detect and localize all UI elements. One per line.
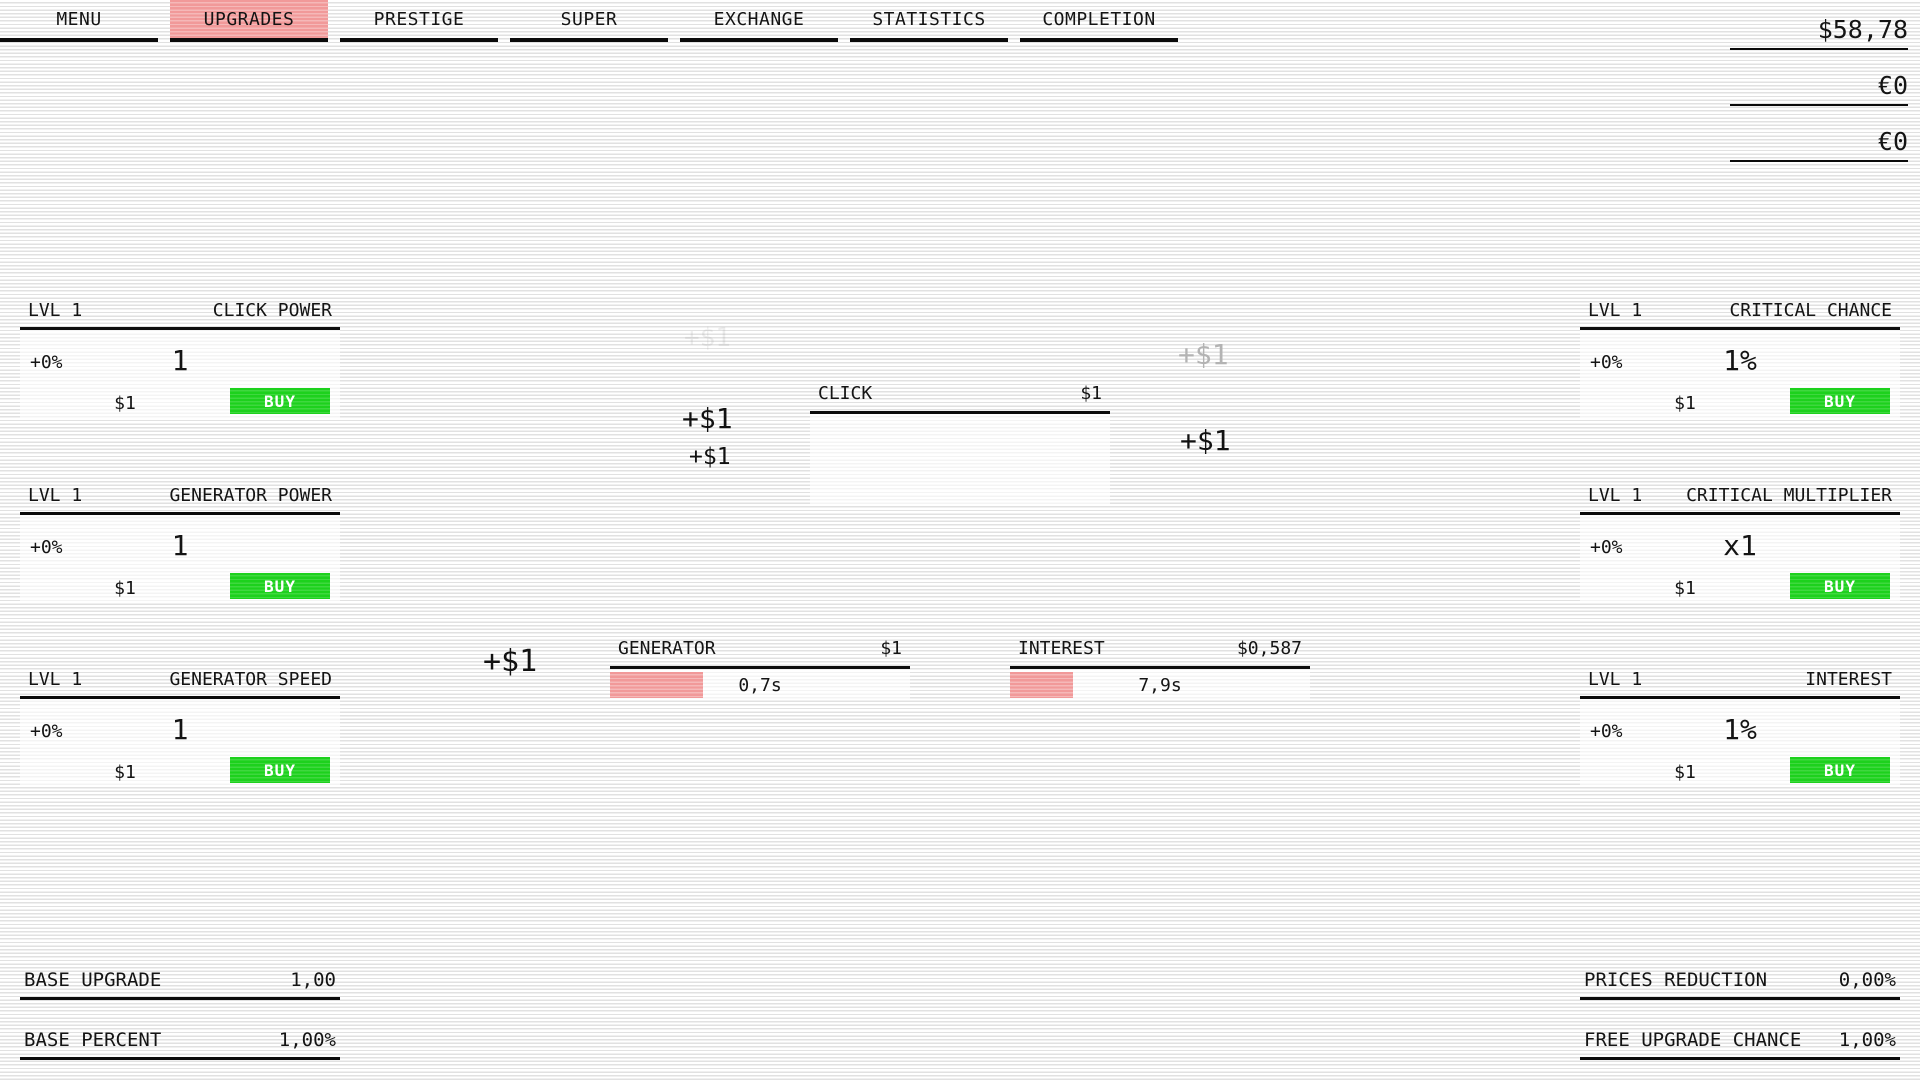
- balance-euros-2: €0: [1730, 122, 1908, 162]
- floating-gain-text: +$1: [1180, 424, 1231, 457]
- click-panel-header: CLICK $1: [810, 383, 1110, 414]
- balance-euros-1: €0: [1730, 66, 1908, 106]
- generator-panel-label: GENERATOR: [618, 638, 716, 659]
- stat-label: BASE PERCENT: [24, 1029, 162, 1051]
- card-price: $1: [114, 393, 136, 414]
- upgrade-card-critical-multiplier: LVL 1 CRITICAL MULTIPLIER +0% x1 $1 BUY: [1580, 478, 1900, 603]
- card-title: INTEREST: [1805, 669, 1892, 690]
- generator-progress-fill: [610, 672, 703, 698]
- card-level: LVL 1: [1588, 485, 1643, 506]
- card-value: 1: [171, 529, 189, 562]
- tab-statistics[interactable]: STATISTICS: [850, 0, 1008, 42]
- card-header: LVL 1 GENERATOR POWER: [20, 478, 340, 515]
- buy-button[interactable]: BUY: [1790, 573, 1890, 599]
- card-header: LVL 1 INTEREST: [1580, 662, 1900, 699]
- upgrade-card-generator-speed: LVL 1 GENERATOR SPEED +0% 1 $1 BUY: [20, 662, 340, 787]
- buy-button[interactable]: BUY: [1790, 388, 1890, 414]
- generator-timer: 0,7s: [738, 674, 782, 696]
- stat-free-upgrade-chance: FREE UPGRADE CHANCE 1,00%: [1580, 1026, 1900, 1060]
- interest-panel-label: INTEREST: [1018, 638, 1105, 659]
- upgrade-card-click-power: LVL 1 CLICK POWER +0% 1 $1 BUY: [20, 293, 340, 418]
- stat-base-upgrade: BASE UPGRADE 1,00: [20, 966, 340, 1000]
- buy-button[interactable]: BUY: [230, 757, 330, 783]
- interest-progress-bar: 7,9s: [1010, 671, 1310, 699]
- card-title: CRITICAL MULTIPLIER: [1686, 485, 1892, 506]
- card-bonus: +0%: [1590, 537, 1623, 558]
- card-level: LVL 1: [28, 485, 83, 506]
- card-title: CLICK POWER: [212, 300, 332, 321]
- floating-gain-text: +$1: [483, 644, 538, 679]
- card-body: +0% 1 $1 BUY: [20, 330, 340, 418]
- click-button[interactable]: [810, 415, 1110, 505]
- generator-panel-header: GENERATOR $1: [610, 638, 910, 669]
- card-price: $1: [1674, 762, 1696, 783]
- card-level: LVL 1: [1588, 300, 1643, 321]
- floating-gain-text: +$1: [684, 323, 731, 353]
- card-price: $1: [1674, 393, 1696, 414]
- card-price: $1: [114, 578, 136, 599]
- floating-gain-text: +$1: [682, 402, 733, 435]
- interest-progress-fill: [1010, 672, 1073, 698]
- card-value: 1: [171, 713, 189, 746]
- floating-gain-text: +$1: [689, 444, 731, 470]
- card-level: LVL 1: [28, 669, 83, 690]
- tab-prestige[interactable]: PRESTIGE: [340, 0, 498, 42]
- stat-label: PRICES REDUCTION: [1584, 969, 1768, 991]
- card-title: GENERATOR SPEED: [169, 669, 332, 690]
- floating-gain-text: +$1: [1178, 338, 1229, 371]
- interest-panel-header: INTEREST $0,587: [1010, 638, 1310, 669]
- buy-button[interactable]: BUY: [1790, 757, 1890, 783]
- card-header: LVL 1 CLICK POWER: [20, 293, 340, 330]
- tab-super[interactable]: SUPER: [510, 0, 668, 42]
- card-value: 1%: [1723, 713, 1757, 746]
- card-body: +0% 1 $1 BUY: [20, 699, 340, 787]
- card-body: +0% x1 $1 BUY: [1580, 515, 1900, 603]
- card-body: +0% 1 $1 BUY: [20, 515, 340, 603]
- stat-value: 1,00: [290, 969, 336, 991]
- tab-completion[interactable]: COMPLETION: [1020, 0, 1178, 42]
- card-bonus: +0%: [1590, 721, 1623, 742]
- upgrade-card-interest: LVL 1 INTEREST +0% 1% $1 BUY: [1580, 662, 1900, 787]
- card-bonus: +0%: [30, 352, 63, 373]
- card-header: LVL 1 CRITICAL CHANCE: [1580, 293, 1900, 330]
- stat-base-percent: BASE PERCENT 1,00%: [20, 1026, 340, 1060]
- card-value: 1%: [1723, 344, 1757, 377]
- buy-button[interactable]: BUY: [230, 388, 330, 414]
- card-level: LVL 1: [28, 300, 83, 321]
- tab-exchange[interactable]: EXCHANGE: [680, 0, 838, 42]
- click-panel-price: $1: [1080, 383, 1102, 404]
- buy-button[interactable]: BUY: [230, 573, 330, 599]
- interest-panel-price: $0,587: [1236, 638, 1302, 659]
- stat-value: 1,00%: [1838, 1029, 1896, 1051]
- upgrade-card-generator-power: LVL 1 GENERATOR POWER +0% 1 $1 BUY: [20, 478, 340, 603]
- generator-panel-price: $1: [880, 638, 902, 659]
- balance-dollars: $58,78: [1730, 10, 1908, 50]
- card-header: LVL 1 GENERATOR SPEED: [20, 662, 340, 699]
- card-bonus: +0%: [30, 537, 63, 558]
- card-header: LVL 1 CRITICAL MULTIPLIER: [1580, 478, 1900, 515]
- stat-prices-reduction: PRICES REDUCTION 0,00%: [1580, 966, 1900, 1000]
- card-value: x1: [1723, 529, 1757, 562]
- card-bonus: +0%: [30, 721, 63, 742]
- upgrade-card-critical-chance: LVL 1 CRITICAL CHANCE +0% 1% $1 BUY: [1580, 293, 1900, 418]
- generator-progress-bar: 0,7s: [610, 671, 910, 699]
- stat-value: 1,00%: [278, 1029, 336, 1051]
- card-bonus: +0%: [1590, 352, 1623, 373]
- tab-menu[interactable]: MENU: [0, 0, 158, 42]
- card-price: $1: [1674, 578, 1696, 599]
- stat-label: FREE UPGRADE CHANCE: [1584, 1029, 1802, 1051]
- card-value: 1: [171, 344, 189, 377]
- tab-upgrades[interactable]: UPGRADES: [170, 0, 328, 42]
- stat-value: 0,00%: [1838, 969, 1896, 991]
- card-body: +0% 1% $1 BUY: [1580, 330, 1900, 418]
- card-level: LVL 1: [1588, 669, 1643, 690]
- stat-label: BASE UPGRADE: [24, 969, 162, 991]
- card-body: +0% 1% $1 BUY: [1580, 699, 1900, 787]
- card-title: CRITICAL CHANCE: [1729, 300, 1892, 321]
- click-panel-label: CLICK: [818, 383, 873, 404]
- interest-timer: 7,9s: [1138, 674, 1182, 696]
- card-price: $1: [114, 762, 136, 783]
- card-title: GENERATOR POWER: [169, 485, 332, 506]
